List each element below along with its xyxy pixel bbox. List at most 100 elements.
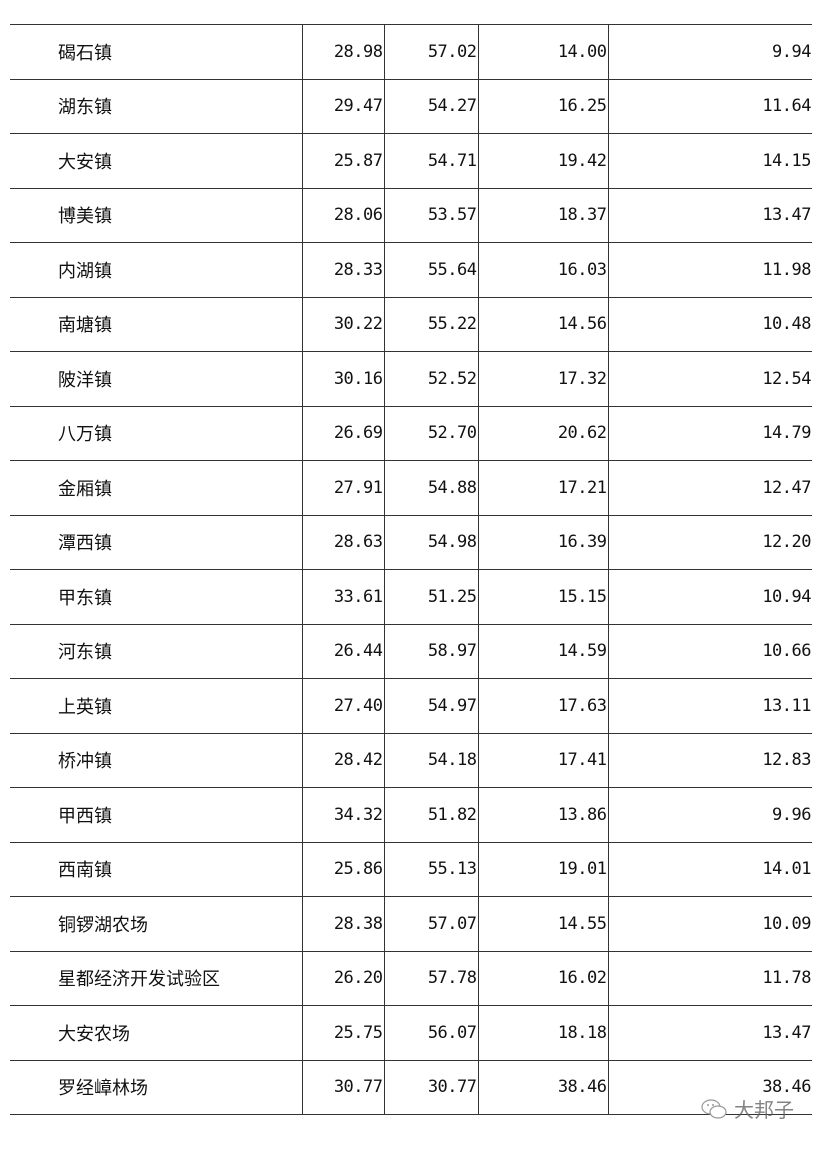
value-cell: 11.78	[607, 950, 812, 1006]
value-cell: 17.63	[477, 678, 608, 734]
value-cell: 28.38	[301, 896, 384, 952]
value-cell: 30.16	[301, 351, 384, 407]
value-cell: 12.83	[607, 732, 812, 788]
value-cell: 58.97	[383, 623, 478, 679]
table-row: 甲东镇 33.61 51.25 15.15 10.94	[10, 569, 812, 625]
row-name: 陂洋镇	[10, 351, 302, 407]
value-cell: 12.47	[607, 460, 812, 516]
value-cell: 25.87	[301, 133, 384, 189]
value-cell: 52.52	[383, 351, 478, 407]
value-cell: 10.66	[607, 623, 812, 679]
value-cell: 51.82	[383, 787, 478, 843]
value-cell: 28.42	[301, 732, 384, 788]
value-cell: 38.46	[607, 1059, 812, 1115]
row-name: 甲西镇	[10, 787, 302, 843]
value-cell: 56.07	[383, 1005, 478, 1061]
value-cell: 54.88	[383, 460, 478, 516]
value-cell: 13.86	[477, 787, 608, 843]
value-cell: 16.03	[477, 242, 608, 298]
row-name: 南塘镇	[10, 296, 302, 352]
value-cell: 54.18	[383, 732, 478, 788]
row-name: 铜锣湖农场	[10, 896, 302, 952]
value-cell: 17.41	[477, 732, 608, 788]
value-cell: 52.70	[383, 405, 478, 461]
value-cell: 11.98	[607, 242, 812, 298]
value-cell: 26.69	[301, 405, 384, 461]
table-row: 金厢镇 27.91 54.88 17.21 12.47	[10, 460, 812, 516]
row-name: 潭西镇	[10, 514, 302, 570]
table-row: 大安镇 25.87 54.71 19.42 14.15	[10, 133, 812, 189]
value-cell: 54.27	[383, 78, 478, 134]
row-name: 星都经济开发试验区	[10, 950, 302, 1006]
value-cell: 28.98	[301, 24, 384, 80]
value-cell: 12.54	[607, 351, 812, 407]
value-cell: 25.86	[301, 841, 384, 897]
value-cell: 14.00	[477, 24, 608, 80]
value-cell: 17.21	[477, 460, 608, 516]
value-cell: 16.25	[477, 78, 608, 134]
value-cell: 10.48	[607, 296, 812, 352]
value-cell: 28.33	[301, 242, 384, 298]
value-cell: 19.42	[477, 133, 608, 189]
row-name: 大安镇	[10, 133, 302, 189]
value-cell: 30.22	[301, 296, 384, 352]
value-cell: 28.06	[301, 187, 384, 243]
value-cell: 27.40	[301, 678, 384, 734]
row-name: 西南镇	[10, 841, 302, 897]
row-name: 碣石镇	[10, 24, 302, 80]
value-cell: 15.15	[477, 569, 608, 625]
row-name: 罗经嶂林场	[10, 1059, 302, 1115]
table-row: 湖东镇 29.47 54.27 16.25 11.64	[10, 78, 812, 134]
row-name: 湖东镇	[10, 78, 302, 134]
row-name: 上英镇	[10, 678, 302, 734]
value-cell: 18.37	[477, 187, 608, 243]
row-name: 河东镇	[10, 623, 302, 679]
table-row: 星都经济开发试验区 26.20 57.78 16.02 11.78	[10, 950, 812, 1006]
value-cell: 17.32	[477, 351, 608, 407]
value-cell: 9.96	[607, 787, 812, 843]
value-cell: 34.32	[301, 787, 384, 843]
value-cell: 13.47	[607, 187, 812, 243]
value-cell: 55.22	[383, 296, 478, 352]
table-row: 桥冲镇 28.42 54.18 17.41 12.83	[10, 732, 812, 788]
table-row: 碣石镇 28.98 57.02 14.00 9.94	[10, 24, 812, 80]
value-cell: 11.64	[607, 78, 812, 134]
value-cell: 38.46	[477, 1059, 608, 1115]
value-cell: 57.07	[383, 896, 478, 952]
value-cell: 54.71	[383, 133, 478, 189]
value-cell: 54.97	[383, 678, 478, 734]
value-cell: 16.39	[477, 514, 608, 570]
value-cell: 20.62	[477, 405, 608, 461]
value-cell: 53.57	[383, 187, 478, 243]
row-name: 八万镇	[10, 405, 302, 461]
value-cell: 14.01	[607, 841, 812, 897]
value-cell: 57.02	[383, 24, 478, 80]
value-cell: 14.15	[607, 133, 812, 189]
value-cell: 16.02	[477, 950, 608, 1006]
table-row: 铜锣湖农场 28.38 57.07 14.55 10.09	[10, 896, 812, 952]
value-cell: 14.56	[477, 296, 608, 352]
table-row: 八万镇 26.69 52.70 20.62 14.79	[10, 405, 812, 461]
table-row: 西南镇 25.86 55.13 19.01 14.01	[10, 841, 812, 897]
value-cell: 26.20	[301, 950, 384, 1006]
value-cell: 54.98	[383, 514, 478, 570]
table-row: 河东镇 26.44 58.97 14.59 10.66	[10, 623, 812, 679]
value-cell: 55.13	[383, 841, 478, 897]
table-row: 陂洋镇 30.16 52.52 17.32 12.54	[10, 351, 812, 407]
value-cell: 12.20	[607, 514, 812, 570]
table-row: 内湖镇 28.33 55.64 16.03 11.98	[10, 242, 812, 298]
value-cell: 29.47	[301, 78, 384, 134]
value-cell: 14.59	[477, 623, 608, 679]
value-cell: 51.25	[383, 569, 478, 625]
table-row: 南塘镇 30.22 55.22 14.56 10.48	[10, 296, 812, 352]
value-cell: 10.94	[607, 569, 812, 625]
value-cell: 10.09	[607, 896, 812, 952]
value-cell: 19.01	[477, 841, 608, 897]
value-cell: 30.77	[383, 1059, 478, 1115]
table-row: 上英镇 27.40 54.97 17.63 13.11	[10, 678, 812, 734]
row-name: 桥冲镇	[10, 732, 302, 788]
table-row: 潭西镇 28.63 54.98 16.39 12.20	[10, 514, 812, 570]
table-row: 罗经嶂林场 30.77 30.77 38.46 38.46	[10, 1059, 812, 1115]
row-name: 大安农场	[10, 1005, 302, 1061]
value-cell: 57.78	[383, 950, 478, 1006]
